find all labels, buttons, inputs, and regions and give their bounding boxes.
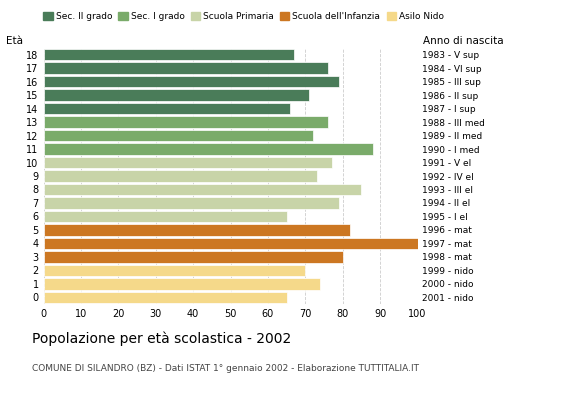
Bar xyxy=(44,130,313,141)
Bar xyxy=(44,292,287,303)
Bar xyxy=(44,211,287,222)
Bar xyxy=(44,197,339,209)
Bar xyxy=(44,116,328,128)
Text: Età: Età xyxy=(6,36,23,46)
Bar xyxy=(44,157,332,168)
Bar xyxy=(44,184,361,195)
Bar xyxy=(44,49,294,60)
Text: Anno di nascita: Anno di nascita xyxy=(423,36,504,46)
Bar xyxy=(44,264,305,276)
Legend: Sec. II grado, Sec. I grado, Scuola Primaria, Scuola dell'Infanzia, Asilo Nido: Sec. II grado, Sec. I grado, Scuola Prim… xyxy=(40,8,447,25)
Text: COMUNE DI SILANDRO (BZ) - Dati ISTAT 1° gennaio 2002 - Elaborazione TUTTITALIA.I: COMUNE DI SILANDRO (BZ) - Dati ISTAT 1° … xyxy=(32,364,419,373)
Bar xyxy=(44,62,328,74)
Bar xyxy=(44,238,418,249)
Text: Popolazione per età scolastica - 2002: Popolazione per età scolastica - 2002 xyxy=(32,332,291,346)
Bar xyxy=(44,76,339,88)
Bar xyxy=(44,103,291,114)
Bar xyxy=(44,278,320,290)
Bar xyxy=(44,170,317,182)
Bar xyxy=(44,224,350,236)
Bar xyxy=(44,251,343,262)
Bar xyxy=(44,143,373,155)
Bar xyxy=(44,90,309,101)
